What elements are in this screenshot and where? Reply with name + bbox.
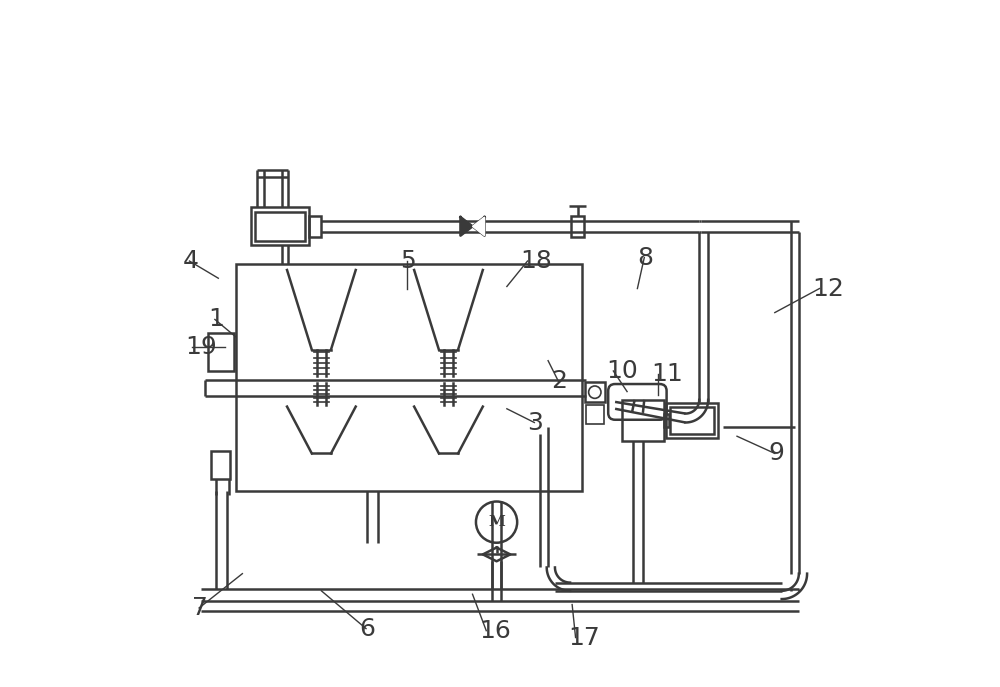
Bar	[586, 405, 604, 425]
Bar	[666, 403, 718, 438]
Text: 8: 8	[637, 246, 653, 269]
Polygon shape	[460, 217, 473, 236]
Text: 4: 4	[183, 249, 199, 273]
Text: 5: 5	[400, 249, 416, 273]
Text: 9: 9	[768, 442, 784, 465]
Bar	[585, 382, 605, 403]
Bar	[309, 216, 321, 236]
Text: M: M	[488, 515, 505, 529]
Text: 19: 19	[185, 335, 217, 359]
Text: 1: 1	[208, 308, 224, 331]
Text: 11: 11	[651, 363, 683, 386]
Text: 10: 10	[606, 359, 638, 383]
Bar	[255, 212, 305, 241]
FancyBboxPatch shape	[608, 384, 667, 420]
Text: 12: 12	[813, 277, 844, 300]
Bar	[622, 400, 664, 441]
Bar	[211, 451, 230, 479]
Text: 16: 16	[479, 619, 511, 642]
Text: 17: 17	[569, 626, 600, 649]
Bar	[236, 264, 582, 491]
Text: 2: 2	[552, 370, 568, 393]
Text: 18: 18	[521, 249, 552, 273]
Text: 3: 3	[527, 411, 543, 434]
Bar	[664, 414, 669, 427]
Bar	[251, 207, 309, 245]
Bar	[208, 333, 234, 371]
Text: 6: 6	[359, 617, 375, 640]
Text: 7: 7	[192, 596, 208, 620]
Bar	[571, 216, 584, 236]
Bar	[670, 407, 714, 434]
Polygon shape	[473, 217, 485, 236]
